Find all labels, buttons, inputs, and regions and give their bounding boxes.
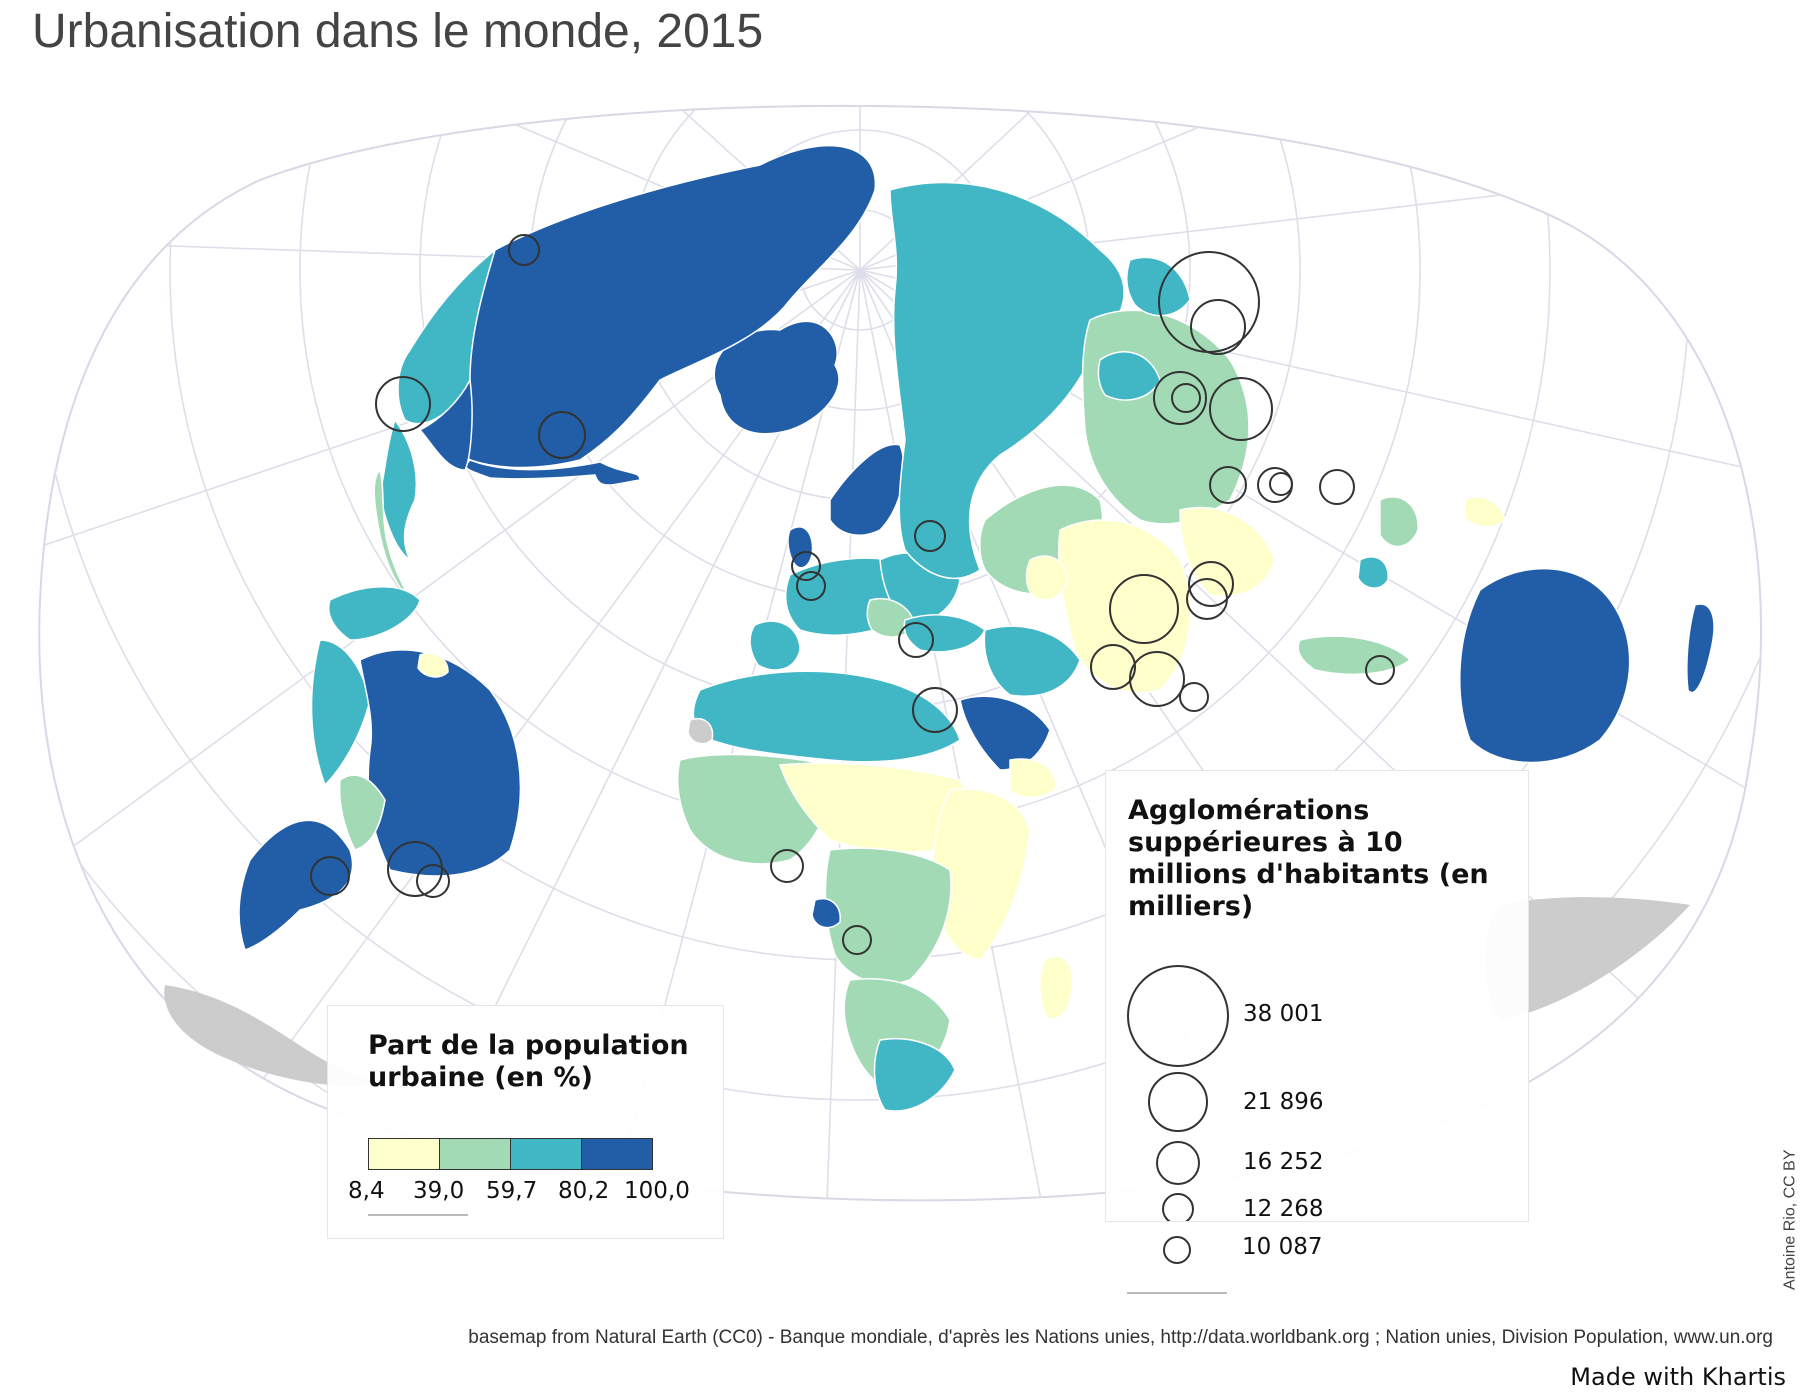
size-circle-38001 xyxy=(1127,965,1229,1067)
city-circle xyxy=(1109,574,1179,644)
western-sahara xyxy=(687,718,714,745)
city-circle xyxy=(1186,578,1228,620)
horn-of-africa xyxy=(1009,758,1057,799)
city-circle xyxy=(1269,472,1293,496)
city-circle xyxy=(1209,466,1247,504)
legend-divider xyxy=(1127,1292,1227,1294)
city-circle xyxy=(1365,655,1395,685)
ramp-break-label: 8,4 xyxy=(348,1178,385,1204)
size-legend-circles xyxy=(1127,965,1229,1221)
legend-cities-title: Agglomérations suppérieures à 10 million… xyxy=(1128,795,1489,922)
city-circle xyxy=(796,571,826,601)
new-zealand xyxy=(1686,603,1715,694)
city-circle xyxy=(387,841,443,897)
size-label: 38 001 xyxy=(1243,1001,1324,1027)
size-label: 10 087 xyxy=(1242,1234,1323,1260)
city-circle xyxy=(1319,469,1355,505)
city-circle xyxy=(538,411,586,459)
indonesia xyxy=(1297,635,1411,676)
pakistan xyxy=(1025,555,1069,601)
city-circle xyxy=(1129,651,1185,707)
city-circle xyxy=(416,864,450,898)
size-circle-16252 xyxy=(1156,1141,1200,1185)
guianas xyxy=(417,652,449,678)
gabon xyxy=(811,898,841,929)
city-circle xyxy=(1209,377,1273,441)
city-circle xyxy=(842,925,872,955)
korea-japan xyxy=(1125,256,1191,317)
legend-agglomerations: Agglomérations suppérieures à 10 million… xyxy=(1105,770,1529,1222)
size-circle-10087 xyxy=(1163,1236,1191,1264)
legend-urban-share: Part de la population urbaine (en %) 8,4… xyxy=(327,1005,724,1239)
ramp-swatch-2 xyxy=(439,1138,511,1170)
iberia xyxy=(749,620,801,671)
antarctica xyxy=(164,897,1690,1086)
argentina-chile xyxy=(238,819,354,951)
alaska xyxy=(397,249,496,425)
city-circle xyxy=(914,520,946,552)
legend-urban-title: Part de la population urbaine (en %) xyxy=(368,1030,689,1093)
size-label: 16 252 xyxy=(1243,1149,1324,1175)
size-label: 21 896 xyxy=(1243,1089,1324,1115)
author-credit: Antoine Rio, CC BY xyxy=(1782,1149,1799,1290)
city-circle xyxy=(791,551,821,581)
usa-west xyxy=(419,379,473,471)
city-circle xyxy=(375,376,431,432)
city-circle xyxy=(1171,383,1201,413)
size-circle-10087-wrap xyxy=(1163,1236,1191,1264)
ramp-break-label: 100,0 xyxy=(624,1178,690,1204)
ramp-swatch-3 xyxy=(510,1138,582,1170)
city-circle xyxy=(1153,371,1207,425)
map-title: Urbanisation dans le monde, 2015 xyxy=(32,5,764,58)
city-circle xyxy=(1179,682,1209,712)
city-circle xyxy=(1188,561,1234,607)
iran-mideast xyxy=(983,625,1081,697)
mongolia xyxy=(1097,351,1161,401)
ramp-swatch-1 xyxy=(368,1138,440,1170)
mexico xyxy=(379,419,418,561)
city-circle xyxy=(898,622,934,658)
city-circle xyxy=(310,856,350,896)
ramp-swatch-4 xyxy=(581,1138,653,1170)
peru-ecuador xyxy=(310,639,371,786)
size-circle-21896 xyxy=(1148,1072,1208,1132)
balkans xyxy=(866,598,916,638)
size-label: 12 268 xyxy=(1243,1196,1324,1222)
ramp-break-label: 80,2 xyxy=(558,1178,610,1204)
turkey xyxy=(903,614,986,653)
colombia-venezuela xyxy=(328,586,421,641)
saudi-arabia xyxy=(959,695,1051,771)
source-note: basemap from Natural Earth (CC0) - Banqu… xyxy=(468,1327,1773,1348)
ramp-break-label: 59,7 xyxy=(486,1178,538,1204)
south-asia xyxy=(1057,519,1192,694)
city-circle xyxy=(1190,299,1246,355)
russia xyxy=(889,181,1125,580)
countries xyxy=(238,144,1715,1112)
south-africa xyxy=(873,1038,956,1112)
city-circle xyxy=(770,849,804,883)
papua xyxy=(1464,496,1506,528)
ramp-break-label: 39,0 xyxy=(413,1178,465,1204)
city-circle xyxy=(912,687,958,733)
southeast-asia xyxy=(1179,506,1276,597)
madagascar xyxy=(1039,955,1074,1020)
usa xyxy=(465,459,641,486)
city-circle xyxy=(1090,644,1136,690)
philippines xyxy=(1379,496,1419,548)
color-ramp xyxy=(368,1138,653,1170)
city-circles xyxy=(310,234,1395,955)
city-circle xyxy=(508,234,540,266)
brazil xyxy=(359,649,522,877)
made-with: Made with Khartis xyxy=(1570,1363,1786,1391)
australia xyxy=(1459,567,1631,764)
malaysia xyxy=(1357,556,1389,589)
legend-divider xyxy=(368,1214,468,1216)
bolivia-paraguay xyxy=(338,774,386,851)
size-circle-12268 xyxy=(1162,1193,1194,1221)
